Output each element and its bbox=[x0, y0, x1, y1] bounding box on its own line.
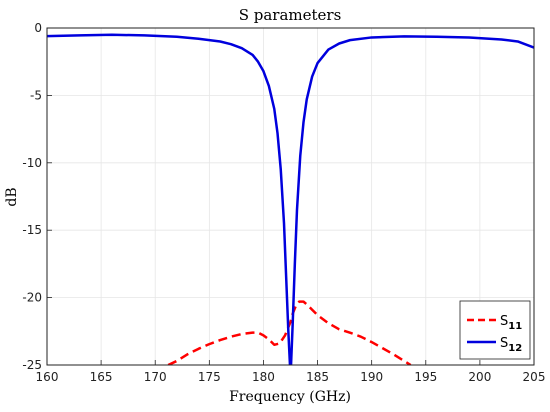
y-tick-label: -10 bbox=[22, 156, 42, 170]
series-line-s11 bbox=[167, 300, 412, 365]
legend: S11 S12 bbox=[459, 300, 531, 360]
x-axis-label: Frequency (GHz) bbox=[229, 389, 351, 405]
series-line-s12 bbox=[47, 33, 534, 365]
x-tick-label: 170 bbox=[144, 370, 167, 384]
legend-box bbox=[459, 300, 531, 360]
legend-label-s11: S11 bbox=[500, 314, 522, 332]
plot-area bbox=[47, 28, 534, 365]
x-tick-label: 160 bbox=[36, 370, 59, 384]
x-tick-label: 200 bbox=[468, 370, 491, 384]
y-tick-label: -20 bbox=[22, 291, 42, 305]
chart-title: S parameters bbox=[239, 6, 342, 24]
y-tick-label: -25 bbox=[22, 358, 42, 372]
x-tick-label: 175 bbox=[198, 370, 221, 384]
tick-labels: 160 165 170 175 180 185 190 195 200 205 0 -5 -10 -15 -… bbox=[22, 21, 545, 384]
axes-box bbox=[46, 27, 535, 366]
x-tick-label: 185 bbox=[306, 370, 329, 384]
series-layer bbox=[47, 33, 534, 365]
y-tick-label: 0 bbox=[34, 21, 42, 35]
x-tick-label: 165 bbox=[90, 370, 113, 384]
x-tick-label: 205 bbox=[523, 370, 546, 384]
legend-label-s12: S12 bbox=[500, 336, 522, 354]
y-tick-label: -5 bbox=[30, 88, 42, 102]
y-axis-label: dB bbox=[4, 187, 20, 206]
x-tick-label: 190 bbox=[360, 370, 383, 384]
x-tick-label: 195 bbox=[414, 370, 437, 384]
y-tick-label: -15 bbox=[22, 223, 42, 237]
ticks bbox=[46, 27, 535, 366]
x-tick-label: 180 bbox=[252, 370, 275, 384]
